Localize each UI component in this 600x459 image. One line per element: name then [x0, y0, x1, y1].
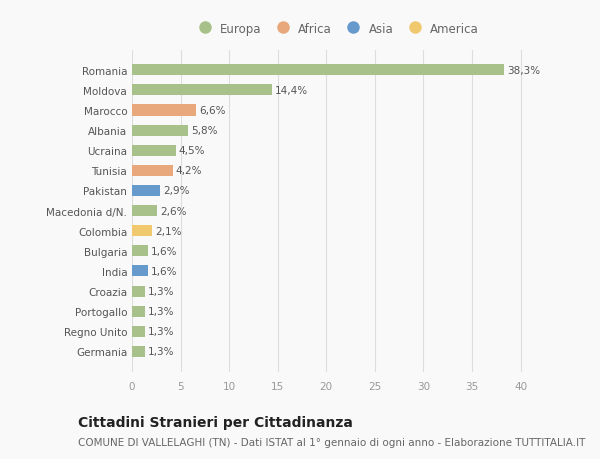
- Text: 1,3%: 1,3%: [148, 347, 174, 357]
- Text: 2,1%: 2,1%: [155, 226, 182, 236]
- Text: 1,6%: 1,6%: [151, 246, 177, 256]
- Bar: [132, 226, 152, 237]
- Text: COMUNE DI VALLELAGHI (TN) - Dati ISTAT al 1° gennaio di ogni anno - Elaborazione: COMUNE DI VALLELAGHI (TN) - Dati ISTAT a…: [78, 437, 586, 447]
- Bar: [132, 165, 173, 177]
- Text: 4,5%: 4,5%: [179, 146, 205, 156]
- Text: 1,3%: 1,3%: [148, 286, 174, 297]
- Text: 4,2%: 4,2%: [176, 166, 202, 176]
- Text: 6,6%: 6,6%: [199, 106, 226, 116]
- Text: 2,9%: 2,9%: [163, 186, 190, 196]
- Bar: [132, 65, 504, 76]
- Bar: [132, 246, 148, 257]
- Bar: [132, 206, 157, 217]
- Bar: [132, 105, 196, 116]
- Text: 14,4%: 14,4%: [275, 86, 308, 95]
- Bar: [132, 306, 145, 317]
- Text: 5,8%: 5,8%: [191, 126, 218, 136]
- Bar: [132, 146, 176, 157]
- Bar: [132, 185, 160, 196]
- Text: 38,3%: 38,3%: [507, 66, 540, 76]
- Bar: [132, 125, 188, 136]
- Bar: [132, 326, 145, 337]
- Bar: [132, 286, 145, 297]
- Bar: [132, 266, 148, 277]
- Text: 2,6%: 2,6%: [160, 206, 187, 216]
- Text: 1,6%: 1,6%: [151, 266, 177, 276]
- Text: Cittadini Stranieri per Cittadinanza: Cittadini Stranieri per Cittadinanza: [78, 415, 353, 429]
- Bar: [132, 85, 272, 96]
- Text: 1,3%: 1,3%: [148, 307, 174, 317]
- Text: 1,3%: 1,3%: [148, 327, 174, 336]
- Bar: [132, 346, 145, 357]
- Legend: Europa, Africa, Asia, America: Europa, Africa, Asia, America: [188, 18, 484, 40]
